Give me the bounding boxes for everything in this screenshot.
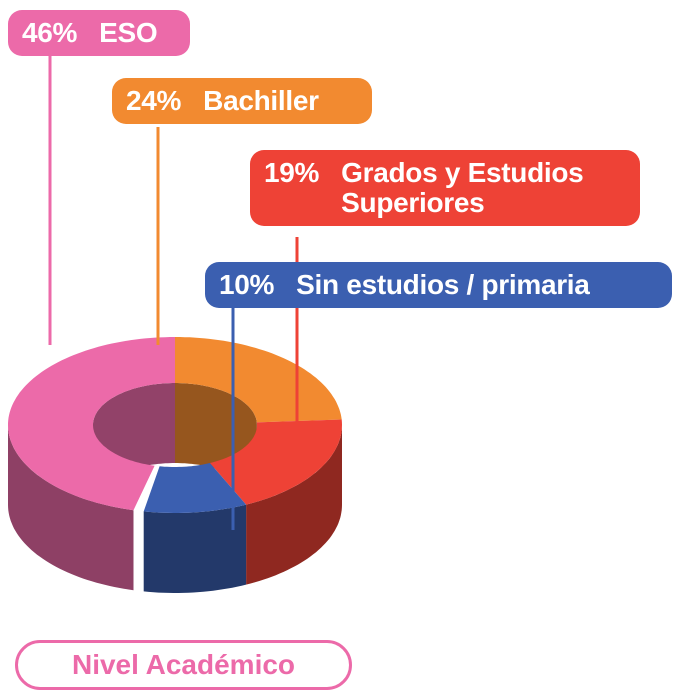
donut-slice [209, 419, 342, 505]
percent-label: 46% [22, 17, 78, 48]
data-label: 24% Bachiller [112, 78, 372, 124]
chart-title: Nivel Académico [15, 640, 352, 690]
donut-slice [143, 463, 247, 513]
data-label: 46% ESO [8, 10, 190, 56]
percent-label: 24% [126, 85, 182, 116]
category-label: Sin estudios / primaria [296, 269, 590, 300]
outer-wall [246, 425, 342, 585]
outer-wall [8, 425, 134, 591]
outer-wall [143, 504, 247, 593]
percent-label: 19% [264, 157, 320, 188]
donut-slice [175, 337, 342, 423]
donut-slice [8, 337, 175, 511]
percent-label: 10% [219, 269, 275, 300]
category-label: ESO [99, 17, 158, 48]
category-label: Grados y Estudios Superiores [341, 157, 584, 218]
data-label: 10% Sin estudios / primaria [205, 262, 672, 308]
data-label: 19% Grados y Estudios Superiores [250, 150, 640, 226]
category-label: Bachiller [203, 85, 319, 116]
